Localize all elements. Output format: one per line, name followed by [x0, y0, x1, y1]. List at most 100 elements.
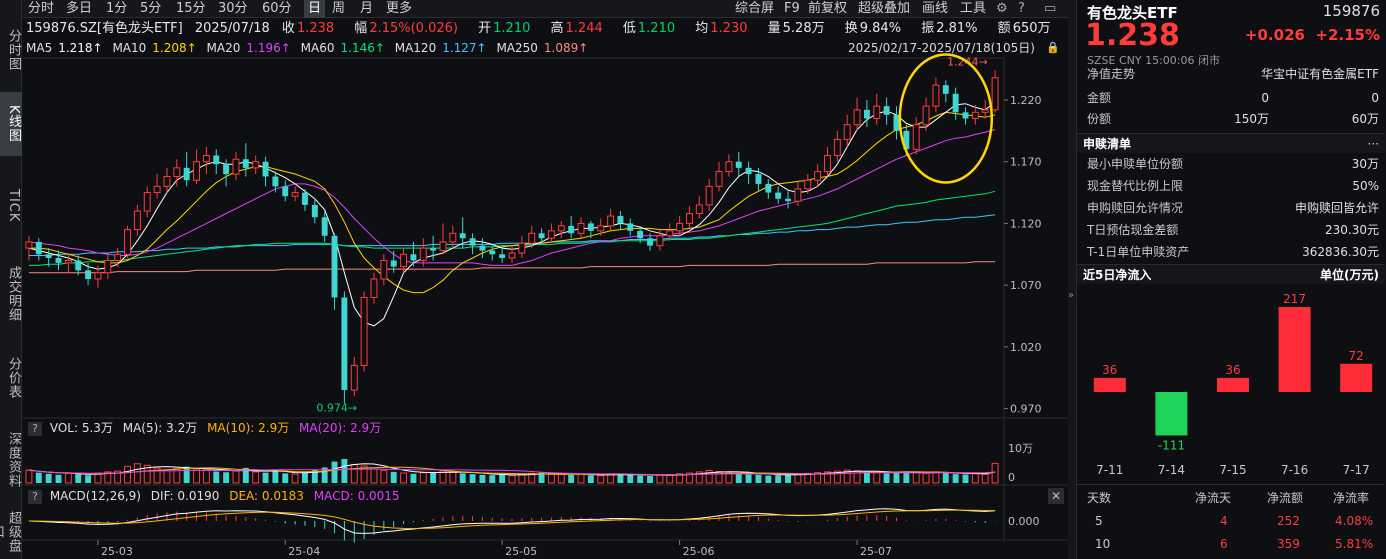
candle-body [745, 167, 752, 175]
tab-more[interactable]: 更多 [386, 1, 413, 16]
candle-body [705, 185, 713, 206]
gear-icon[interactable]: ⚙ [996, 1, 1008, 16]
ma120-line [28, 214, 996, 256]
panel-collapse-handle[interactable]: » [1068, 0, 1076, 559]
candle-body [449, 232, 457, 243]
table-cell: 4.08% [1335, 514, 1374, 528]
tab-weekly[interactable]: 周 [332, 1, 346, 16]
ma250-line [28, 261, 996, 274]
volume-value: 5.28万 [782, 21, 825, 36]
vol-help-icon[interactable]: ? [28, 421, 42, 436]
candle-body [676, 222, 684, 232]
tab-1min[interactable]: 1分 [106, 1, 128, 16]
table-cell: 5 [1095, 514, 1103, 528]
table-header-netamount: 净流额 [1267, 491, 1304, 505]
table-header-netdays: 净流天 [1195, 491, 1232, 505]
nav-depth-data[interactable]: 深度资料 [6, 432, 21, 488]
volume-bar [469, 474, 476, 483]
volume-bar [55, 474, 62, 483]
volume-bar [705, 469, 713, 484]
kline-chart[interactable]: 1.220 1.170 1.120 1.070 1.020 0.970 10万 0 0.00… [0, 0, 1068, 559]
candle-body [765, 183, 772, 193]
window-icon[interactable]: ▭ [1044, 1, 1057, 16]
volume-bar [853, 470, 861, 484]
volume-bar [518, 473, 526, 484]
nav-kline[interactable]: K线图 [0, 92, 22, 156]
volume-bar [607, 473, 615, 484]
macd-dea: DEA: 0.0183 [229, 489, 304, 503]
volume-bar [499, 474, 506, 483]
tab-5min[interactable]: 5分 [140, 1, 162, 16]
candle-body [45, 254, 52, 258]
nav-trend-row[interactable]: 净值走势 华宝中证有色金属ETF [1087, 67, 1379, 81]
candle-body [617, 216, 624, 224]
close-icon[interactable]: ✕ [1048, 488, 1064, 504]
inflow-date-label: 7-17 [1343, 463, 1370, 477]
nav-intraday[interactable]: 分时图 [6, 29, 21, 71]
candle-body [282, 186, 289, 197]
macd-title: MACD(12,26,9) [49, 489, 141, 503]
draw-line-button[interactable]: 画线 [922, 1, 949, 16]
candle-body [390, 260, 397, 267]
candle-body [479, 245, 486, 251]
share-row: 份额 150万 60万 [1087, 112, 1379, 126]
volume-bar [85, 475, 92, 483]
more-icon[interactable]: ··· [1367, 137, 1379, 151]
volume-bar [656, 474, 664, 484]
macd-help-icon[interactable]: ? [28, 489, 42, 504]
candle-body [695, 204, 703, 215]
help-icon[interactable]: ? [1018, 1, 1025, 16]
nav-trade-detail[interactable]: 成交明细 [6, 266, 21, 322]
tools-button[interactable]: 工具 [960, 1, 987, 16]
tab-60min[interactable]: 60分 [262, 1, 292, 16]
vol-y-tick: 0 [1008, 471, 1015, 484]
candle-body [350, 364, 358, 391]
volume-bar [627, 474, 634, 483]
nav-super-panel[interactable]: 超级盘口 [0, 511, 21, 553]
volume-bar [302, 472, 308, 483]
nav-price-table[interactable]: 分价表 [6, 357, 21, 399]
amount-value: 650万 [1012, 21, 1051, 36]
volume-bar [833, 470, 841, 484]
tab-daily[interactable]: 日 [304, 0, 326, 18]
volume-bar [390, 471, 397, 483]
volume-bar [449, 471, 457, 484]
net-inflow-header: 近5日净流入 单位(万元) [1077, 264, 1385, 284]
candle-body [114, 253, 122, 261]
ma250-label: MA250 [496, 41, 538, 55]
volume-bar [380, 469, 388, 484]
super-overlay-button[interactable]: 超级叠加 [858, 1, 911, 16]
volume-bar [775, 475, 782, 483]
candle-body [557, 225, 565, 232]
tab-30min[interactable]: 30分 [218, 1, 248, 16]
volume-bar [232, 470, 240, 484]
nav-tick[interactable]: TICK [6, 189, 21, 223]
f9-button[interactable]: F9 [784, 1, 800, 16]
volume-bar [932, 471, 940, 484]
volume-bar [695, 471, 703, 484]
tab-15min[interactable]: 15分 [176, 1, 206, 16]
tab-multiday[interactable]: 多日 [66, 1, 93, 16]
volume-bar [202, 469, 210, 484]
high-value: 1.244 [565, 21, 603, 36]
candle-body [223, 164, 230, 175]
candle-body [971, 111, 979, 119]
adjust-forward-button[interactable]: 前复权 [808, 1, 848, 16]
y-tick-label: 0.970 [1010, 403, 1042, 416]
candle-body [252, 161, 260, 169]
volume-bar [843, 469, 851, 484]
double-chevron-icon: » [1068, 290, 1075, 301]
tab-intraday[interactable]: 分时 [28, 1, 55, 16]
lock-icon[interactable]: 🔒 [1046, 41, 1060, 54]
volume-bar [981, 473, 989, 484]
volume-bar [124, 465, 131, 484]
volume-bar [568, 474, 575, 483]
candle-body [912, 124, 920, 150]
volume-bar [370, 468, 378, 484]
volume-bar [912, 472, 920, 484]
table-cell: 5.81% [1335, 537, 1374, 551]
candle-body [666, 230, 674, 237]
tab-monthly[interactable]: 月 [360, 1, 374, 16]
composite-screen-button[interactable]: 综合屏 [735, 1, 775, 16]
inflow-value-label: 36 [1225, 363, 1240, 377]
